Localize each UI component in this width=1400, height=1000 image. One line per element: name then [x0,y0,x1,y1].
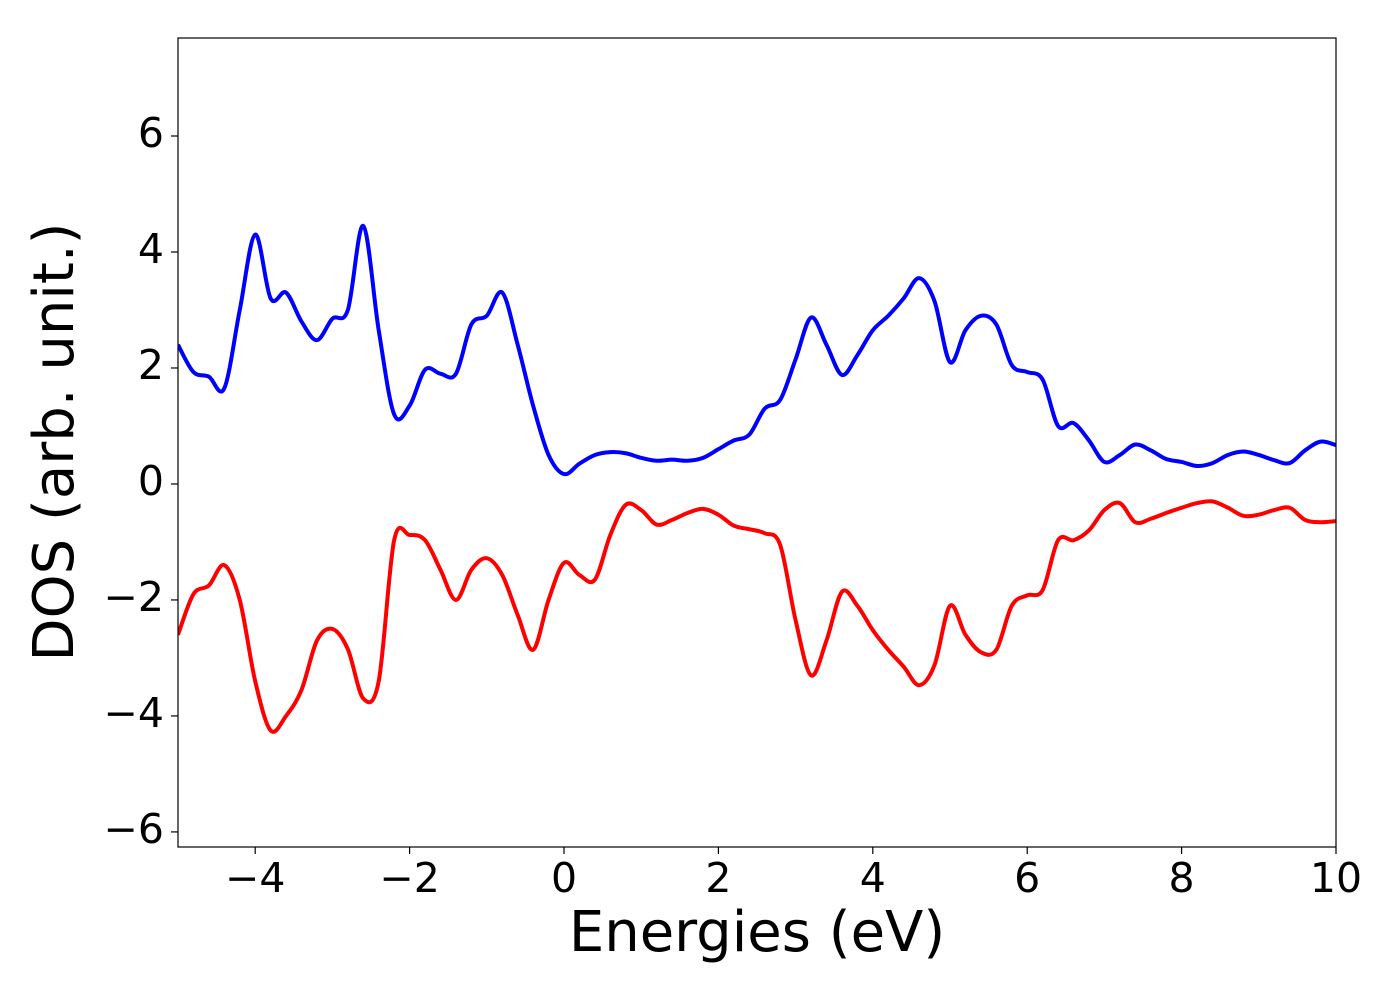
x-tick-label: 2 [705,854,731,902]
x-tick-label: −2 [379,854,439,902]
y-tick-label: 0 [138,457,164,505]
y-tick-label: 6 [138,109,164,157]
x-tick-label: −4 [225,854,285,902]
x-tick-label: 4 [860,854,886,902]
y-tick-label: −2 [104,573,164,621]
x-tick-label: 0 [551,854,577,902]
x-tick-label: 6 [1014,854,1040,902]
x-tick-label: 10 [1310,854,1362,902]
y-tick-label: 4 [138,225,164,273]
data-line [178,499,1336,734]
y-tick-label: 2 [138,341,164,389]
y-tick-label: −4 [104,689,164,737]
y-tick-label: −6 [104,805,164,853]
x-axis-label: Energies (eV) [569,900,945,965]
plot-lines [178,223,1336,734]
plot-frame [177,37,1337,848]
y-axis-label: DOS (arb. unit.) [22,222,87,661]
data-line [178,223,1336,477]
x-tick-label: 8 [1169,854,1195,902]
